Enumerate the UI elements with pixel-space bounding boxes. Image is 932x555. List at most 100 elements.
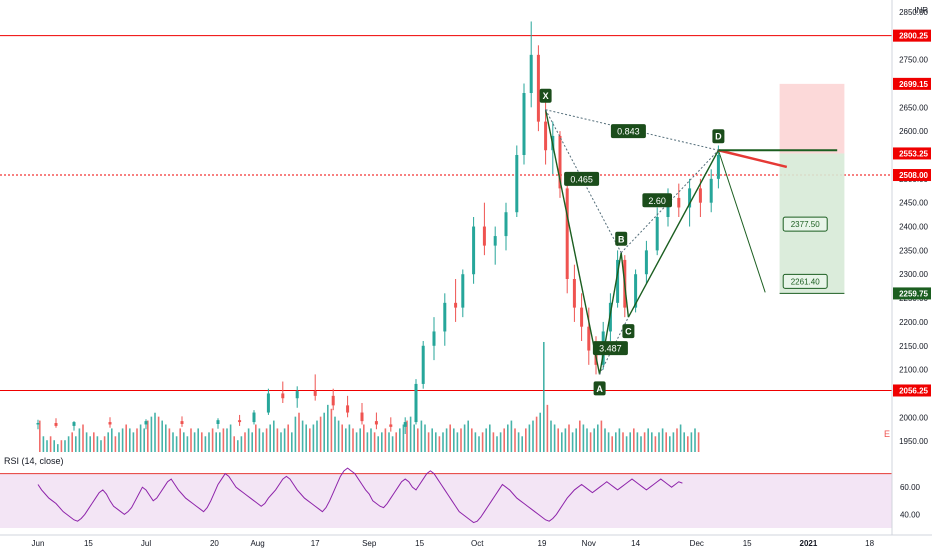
candle-body <box>580 307 584 327</box>
volume-bar <box>420 420 423 452</box>
time-axis: Jun 15 Jul 20 Aug 17 Sep 15 Oct 19 Nov 14 Dec 15 2021 1… <box>0 534 932 548</box>
volume-bar <box>273 420 275 452</box>
candle-body <box>572 279 576 308</box>
volume-bar <box>417 428 419 452</box>
volume-bar <box>139 424 142 452</box>
candle-body <box>698 188 702 203</box>
volume-bar <box>406 420 408 452</box>
volume-bar <box>521 436 523 452</box>
pattern-ratio-label: 0.843 <box>617 127 640 137</box>
volume-bar <box>384 428 387 452</box>
price-axis-badge-label: 2508.00 <box>899 171 928 180</box>
volume-bar <box>629 432 631 452</box>
volume-bar <box>604 428 606 452</box>
volume-bar <box>114 436 117 452</box>
volume-bar <box>276 428 279 452</box>
volume-bar <box>571 432 574 452</box>
volume-bar <box>532 420 534 452</box>
candle-body <box>360 412 364 422</box>
currency-label: INR <box>914 6 928 15</box>
price-tick-label: 2850.00 <box>899 8 928 17</box>
volume-bar <box>661 428 664 452</box>
candle-body <box>216 420 220 424</box>
volume-bar <box>316 420 318 452</box>
volume-bar <box>186 436 189 452</box>
volume-bars: E <box>39 342 890 452</box>
volume-bar <box>438 436 441 452</box>
rsi-line <box>37 467 683 524</box>
price-tick-label: 2000.00 <box>899 413 928 422</box>
volume-bar <box>366 432 369 452</box>
pattern-point-badge <box>622 324 635 339</box>
candle-body <box>180 421 184 424</box>
volume-bar <box>456 432 459 452</box>
volume-bar <box>687 436 689 452</box>
pattern-point-label: C <box>625 327 632 337</box>
volume-bar <box>503 428 505 452</box>
price-tick-label: 2600.00 <box>899 127 928 136</box>
volume-bar <box>424 424 426 452</box>
volume-bar <box>453 428 455 452</box>
pattern-ratio-label: 2.60 <box>648 196 666 206</box>
projection-badge <box>782 216 828 232</box>
price-tick-label: 2100.00 <box>899 366 928 375</box>
volume-bar <box>150 416 153 452</box>
volume-bar <box>57 444 59 452</box>
time-tick-label: Jun <box>32 539 45 548</box>
price-axis-badge-label: 2699.15 <box>899 80 928 89</box>
candle-body <box>644 250 648 275</box>
volume-bar <box>265 428 268 452</box>
volume-bar <box>697 432 700 452</box>
volume-bar <box>442 432 444 452</box>
volume-bar <box>388 432 390 452</box>
volume-bar <box>427 432 430 452</box>
price-axis: INR1950.002000.002050.002100.002150.0022… <box>891 0 932 550</box>
volume-event-marker: E <box>884 429 890 439</box>
volume-bar <box>485 428 487 452</box>
projection-label: 2377.50 <box>791 220 820 229</box>
volume-bar <box>535 416 538 452</box>
volume-bar <box>93 432 95 452</box>
volume-bar <box>586 428 588 452</box>
candle-body <box>454 302 458 308</box>
volume-bar <box>633 428 635 452</box>
price-axis-badge-label: 2056.25 <box>899 386 928 395</box>
pattern-ratio-label: 3.487 <box>599 344 622 354</box>
candle-body <box>493 236 497 246</box>
candle-body <box>252 412 256 423</box>
candle-body <box>421 345 425 384</box>
volume-bar <box>546 404 549 452</box>
rsi-indicator <box>37 467 683 524</box>
volume-bar <box>136 428 138 452</box>
projection-line <box>717 150 766 293</box>
stop-loss-zone <box>779 83 845 154</box>
rsi-label: RSI (14, close) <box>4 456 64 466</box>
volume-bar <box>445 428 448 452</box>
projection-red-line <box>718 149 788 169</box>
volume-bar <box>103 436 106 452</box>
volume-bar <box>118 432 120 452</box>
volume-bar <box>197 428 199 452</box>
volume-bar <box>215 432 217 452</box>
candle-body <box>403 422 407 427</box>
volume-bar <box>309 428 311 452</box>
price-tick-label: 2150.00 <box>899 342 928 351</box>
pattern-point-label: X <box>543 91 549 101</box>
volume-bar <box>161 420 163 452</box>
pattern-ratio-badge <box>564 171 600 186</box>
volume-bar <box>280 432 282 452</box>
pattern-ratio-badge <box>610 124 646 139</box>
volume-bar <box>402 424 405 452</box>
time-tick-label: 19 <box>538 539 547 548</box>
time-tick-label: 18 <box>865 539 874 548</box>
volume-bar <box>305 424 307 452</box>
candle-body <box>688 188 692 208</box>
volume-bar <box>489 424 491 452</box>
volume-bar <box>348 424 351 452</box>
volume-bar <box>669 436 671 452</box>
pattern-point-badge <box>593 381 606 396</box>
candle-body <box>443 302 447 332</box>
